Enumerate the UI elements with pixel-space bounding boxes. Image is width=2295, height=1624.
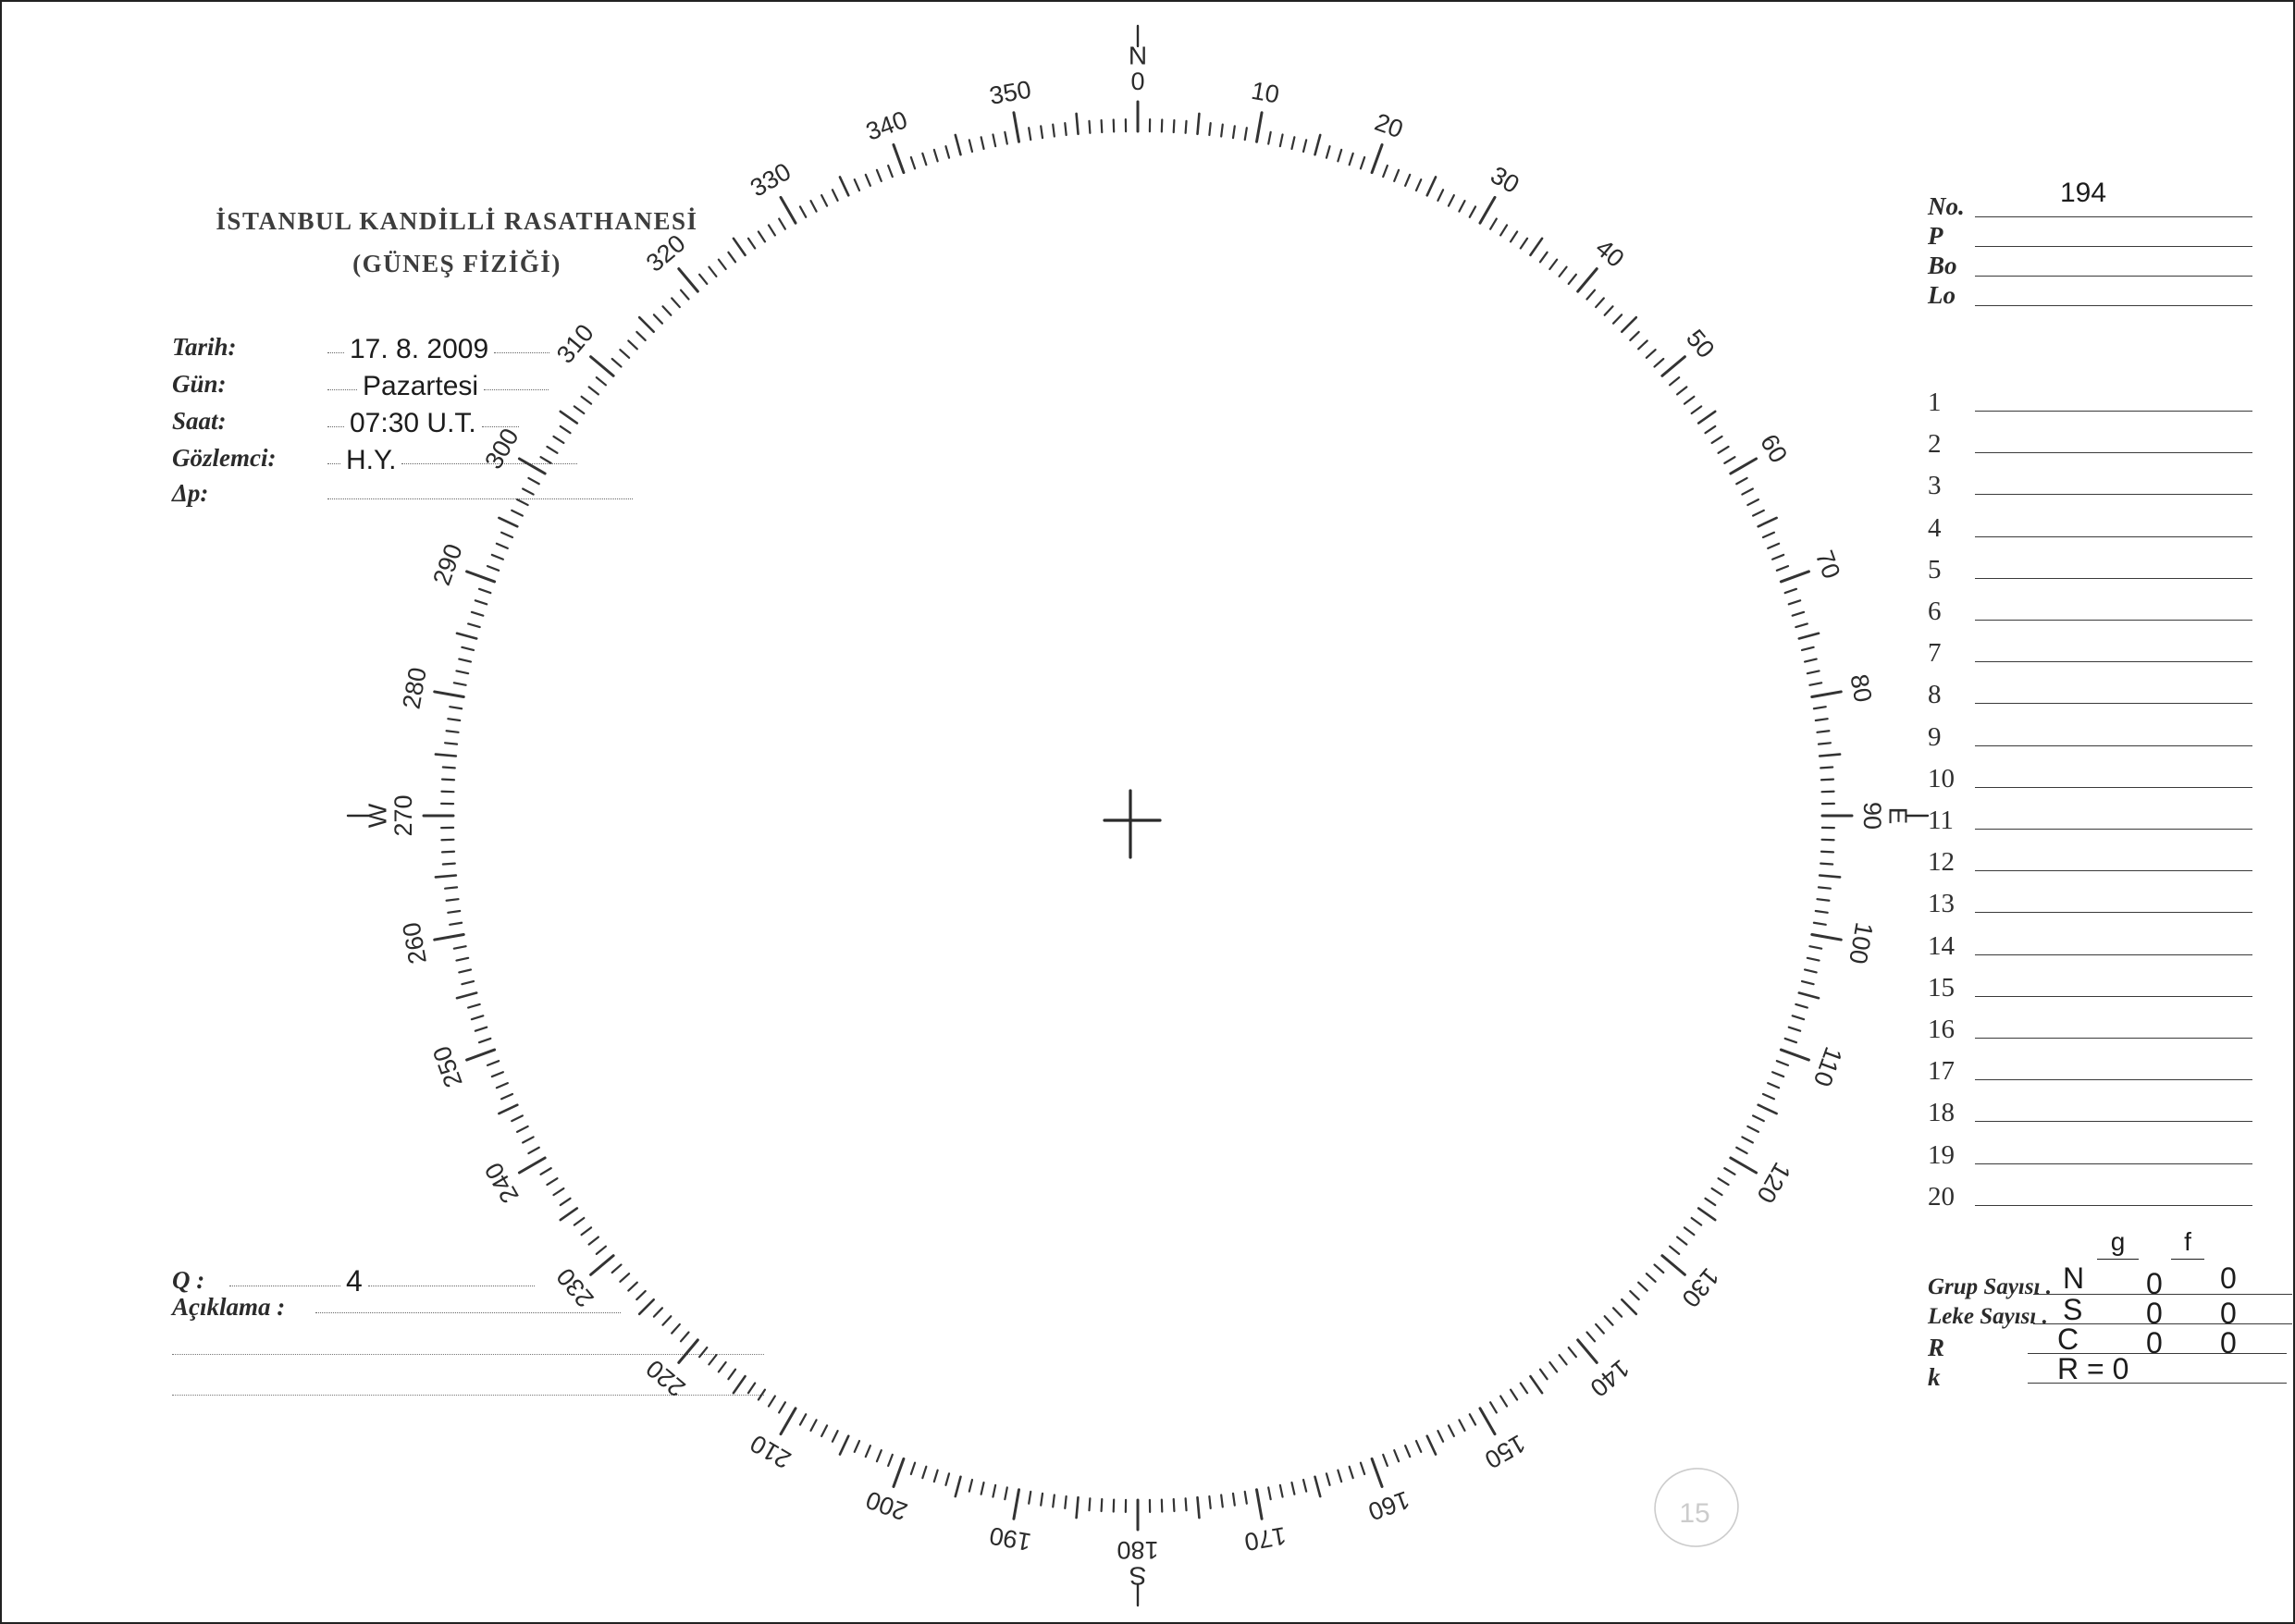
svg-text:60: 60 (1755, 430, 1793, 468)
svg-text:190: 190 (987, 1521, 1033, 1556)
svg-text:160: 160 (1364, 1485, 1413, 1526)
svg-text:200: 200 (862, 1485, 911, 1526)
svg-text:320: 320 (641, 229, 691, 277)
svg-text:10: 10 (1249, 77, 1281, 109)
svg-text:220: 220 (641, 1354, 691, 1402)
svg-text:180: 180 (1117, 1536, 1158, 1564)
svg-text:300: 300 (479, 424, 524, 474)
svg-text:40: 40 (1590, 234, 1629, 273)
svg-text:15: 15 (1679, 1498, 1709, 1529)
svg-text:70: 70 (1810, 547, 1845, 582)
svg-text:340: 340 (862, 105, 911, 146)
svg-text:350: 350 (987, 75, 1033, 109)
svg-text:20: 20 (1371, 108, 1406, 143)
svg-text:290: 290 (427, 540, 468, 589)
svg-text:150: 150 (1480, 1429, 1530, 1474)
svg-text:310: 310 (551, 319, 599, 369)
svg-text:0: 0 (1130, 68, 1144, 95)
svg-text:30: 30 (1486, 161, 1524, 199)
svg-text:230: 230 (551, 1262, 599, 1312)
svg-text:170: 170 (1242, 1521, 1289, 1556)
svg-text:210: 210 (746, 1429, 796, 1474)
svg-text:110: 110 (1808, 1043, 1848, 1090)
svg-text:330: 330 (746, 157, 796, 203)
svg-text:260: 260 (397, 920, 431, 966)
svg-text:250: 250 (427, 1042, 468, 1091)
svg-text:80: 80 (1845, 672, 1877, 705)
svg-text:S: S (1129, 1562, 1147, 1591)
svg-text:50: 50 (1681, 325, 1720, 363)
svg-text:W: W (363, 803, 391, 828)
svg-text:90: 90 (1858, 802, 1886, 830)
svg-text:100: 100 (1844, 920, 1878, 966)
svg-text:N: N (1129, 41, 1147, 69)
svg-text:120: 120 (1751, 1158, 1796, 1208)
svg-text:240: 240 (479, 1158, 524, 1208)
svg-text:270: 270 (389, 794, 417, 836)
svg-text:140: 140 (1585, 1354, 1635, 1402)
svg-text:280: 280 (397, 665, 431, 711)
svg-text:E: E (1884, 807, 1913, 825)
svg-text:130: 130 (1676, 1262, 1724, 1312)
